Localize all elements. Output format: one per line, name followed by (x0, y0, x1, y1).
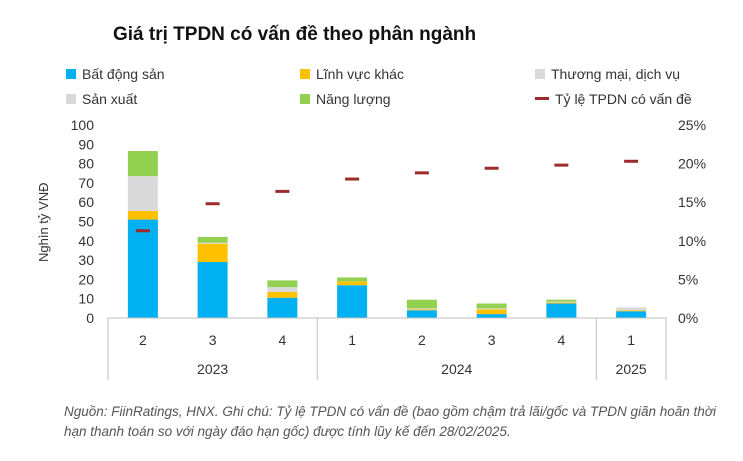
y2-tick-label: 10% (678, 233, 706, 249)
x-tick-label: 3 (209, 332, 217, 348)
bar-segment (127, 176, 158, 211)
y-tick-label: 90 (78, 136, 94, 152)
bar-segment (267, 287, 298, 292)
source-note: Nguồn: FiinRatings, HNX. Ghi chú: Tỷ lệ … (64, 404, 716, 439)
legend-item-ty-le: Tỷ lệ TPDN có vấn đề (535, 91, 692, 107)
bar-segment (267, 280, 298, 288)
x-tick-label: 3 (488, 332, 496, 348)
bar-segment (616, 307, 647, 311)
bar-segment (616, 310, 647, 312)
bar-segment (406, 309, 437, 311)
legend-label: Sản xuất (82, 91, 138, 107)
y2-tick-label: 5% (678, 271, 698, 287)
bar-segment (197, 242, 228, 244)
legend-swatch (535, 69, 545, 79)
y2-tick-label: 25% (678, 117, 706, 133)
group-label: 2025 (616, 361, 647, 377)
y-tick-label: 100 (71, 117, 95, 133)
legend-swatch (66, 69, 76, 79)
legend-label: Tỷ lệ TPDN có vấn đề (555, 91, 692, 107)
legend-item-san-xuat: Sản xuất (66, 91, 137, 107)
bar-segment (197, 243, 228, 263)
group-label: 2023 (197, 361, 228, 377)
bar-segment (616, 311, 647, 318)
bar-segment (197, 236, 228, 243)
legend-label: Thương mại, dịch vụ (551, 66, 681, 82)
bar-segment (337, 285, 368, 318)
bar-segment (267, 297, 298, 318)
legend-label: Bất động sản (82, 66, 165, 82)
y-tick-label: 40 (78, 233, 94, 249)
y2-tick-label: 15% (678, 194, 706, 210)
legend-line-swatch (535, 97, 549, 100)
legend-swatch (300, 94, 310, 104)
legend-item-nang-luong: Năng lượng (300, 91, 391, 107)
y-tick-label: 60 (78, 194, 94, 210)
bar-segment (546, 299, 577, 302)
x-tick-label: 1 (348, 332, 356, 348)
legend-item-bat-dong-san: Bất động sản (66, 66, 165, 82)
legend-item-linh-vuc-khac: Lĩnh vực khác (300, 66, 404, 82)
bar-segment (337, 277, 368, 282)
bar-segment (127, 151, 158, 177)
chart-title: Giá trị TPDN có vấn đề theo phân ngành (113, 24, 477, 45)
y-tick-label: 30 (78, 252, 94, 268)
bar-segment (127, 210, 158, 220)
bar-segment (197, 262, 228, 318)
legend-swatch (300, 69, 310, 79)
bar-segment (267, 291, 298, 298)
bar-segment (476, 309, 507, 315)
y-tick-label: 80 (78, 156, 94, 172)
bar-segment (406, 310, 437, 318)
y-tick-label: 20 (78, 271, 94, 287)
legend-item-thuong-mai-dich-vu: Thương mại, dịch vụ (535, 66, 680, 82)
x-tick-label: 4 (278, 332, 286, 348)
bar-segment (476, 303, 507, 309)
legend-label: Năng lượng (316, 91, 391, 107)
bar-segment (546, 303, 577, 318)
y2-tick-label: 0% (678, 310, 698, 326)
y-tick-label: 70 (78, 175, 94, 191)
bar-segment (337, 281, 368, 286)
group-label: 2024 (441, 361, 472, 377)
bar-segment (546, 301, 577, 303)
y2-tick-label: 20% (678, 156, 706, 172)
bar-segment (406, 299, 437, 309)
legend-swatch (66, 94, 76, 104)
x-tick-label: 2 (418, 332, 426, 348)
bar-segment (127, 219, 158, 318)
bar-segment (546, 302, 577, 304)
y-tick-label: 0 (86, 310, 94, 326)
bar-segment (476, 314, 507, 318)
legend-label: Lĩnh vực khác (316, 66, 404, 82)
x-tick-label: 2 (139, 332, 147, 348)
bar-segment (406, 308, 437, 310)
x-tick-label: 4 (557, 332, 565, 348)
y-tick-label: 10 (78, 291, 94, 307)
x-tick-label: 1 (627, 332, 635, 348)
bar-segment (476, 308, 507, 310)
y-tick-label: 50 (78, 214, 94, 230)
